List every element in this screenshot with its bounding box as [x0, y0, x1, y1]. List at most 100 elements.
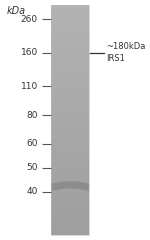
Bar [51, 126, 89, 129]
Bar [51, 189, 89, 192]
Bar [51, 177, 89, 180]
Bar [51, 28, 89, 31]
Polygon shape [63, 181, 64, 189]
Bar [51, 163, 89, 166]
Polygon shape [78, 182, 79, 189]
Bar [51, 94, 89, 97]
Text: 50: 50 [26, 163, 38, 173]
Bar [51, 123, 89, 126]
Polygon shape [68, 181, 69, 188]
Polygon shape [82, 182, 83, 190]
Polygon shape [67, 181, 68, 188]
Bar [51, 30, 89, 34]
Bar [51, 183, 89, 186]
Bar [51, 180, 89, 183]
Bar [51, 105, 89, 108]
Bar [51, 88, 89, 91]
Bar [51, 203, 89, 206]
Bar [51, 209, 89, 212]
Bar [51, 111, 89, 114]
Bar [51, 232, 89, 235]
Polygon shape [60, 182, 61, 189]
Bar [51, 114, 89, 117]
Bar [51, 7, 89, 11]
Polygon shape [79, 182, 80, 189]
Polygon shape [69, 181, 70, 188]
Polygon shape [54, 183, 55, 190]
Bar [51, 45, 89, 48]
Bar [51, 166, 89, 169]
Bar [51, 25, 89, 28]
Bar [51, 229, 89, 232]
Bar [51, 91, 89, 94]
Bar [51, 51, 89, 54]
Polygon shape [56, 182, 57, 190]
Bar [51, 33, 89, 36]
Polygon shape [77, 182, 78, 189]
Polygon shape [80, 182, 81, 189]
Text: 260: 260 [21, 15, 38, 24]
Bar [51, 85, 89, 88]
Polygon shape [75, 181, 76, 189]
Text: 60: 60 [26, 139, 38, 149]
Bar [51, 174, 89, 178]
Polygon shape [57, 182, 58, 190]
Bar [51, 108, 89, 111]
Bar [51, 13, 89, 16]
Polygon shape [53, 183, 54, 190]
Text: 40: 40 [26, 187, 38, 197]
Bar [51, 71, 89, 74]
Bar [51, 131, 89, 134]
Polygon shape [65, 181, 66, 189]
Bar [51, 79, 89, 83]
Bar [51, 56, 89, 60]
Polygon shape [51, 183, 52, 191]
Polygon shape [58, 182, 59, 189]
Bar [51, 154, 89, 157]
Text: 80: 80 [26, 111, 38, 120]
Bar [51, 65, 89, 68]
Bar [51, 68, 89, 71]
Bar [51, 10, 89, 13]
Bar [51, 5, 89, 8]
Bar [51, 221, 89, 224]
Bar [51, 22, 89, 25]
Bar [51, 218, 89, 221]
Bar [51, 42, 89, 45]
Bar [51, 36, 89, 39]
Bar [51, 117, 89, 120]
Polygon shape [73, 181, 74, 188]
Polygon shape [85, 183, 86, 190]
Bar [51, 120, 89, 123]
Polygon shape [55, 183, 56, 190]
Bar [51, 54, 89, 57]
Text: kDa: kDa [7, 6, 26, 16]
Polygon shape [86, 183, 87, 190]
Bar [51, 39, 89, 42]
Bar [51, 149, 89, 152]
Bar [51, 62, 89, 65]
Bar [51, 172, 89, 175]
Bar [51, 169, 89, 172]
Bar [51, 160, 89, 163]
Bar [51, 16, 89, 19]
Text: 160: 160 [21, 48, 38, 57]
Polygon shape [74, 181, 75, 189]
Polygon shape [76, 181, 77, 189]
Bar [51, 215, 89, 218]
Bar [51, 19, 89, 22]
Bar [51, 74, 89, 77]
Polygon shape [81, 182, 82, 189]
Polygon shape [83, 182, 84, 190]
Bar [51, 48, 89, 51]
Bar [51, 192, 89, 195]
Bar [51, 100, 89, 103]
Bar [51, 137, 89, 140]
Bar [51, 143, 89, 146]
Bar [51, 146, 89, 149]
Polygon shape [84, 183, 85, 190]
Polygon shape [88, 183, 89, 191]
Bar [51, 102, 89, 106]
Text: ~180kDa: ~180kDa [106, 42, 145, 51]
Bar [51, 97, 89, 100]
